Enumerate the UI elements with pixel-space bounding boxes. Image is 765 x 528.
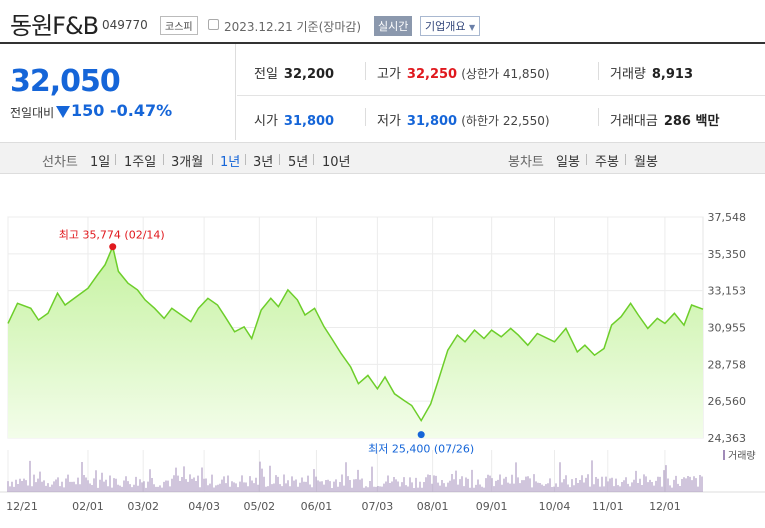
- x-tick-label: 02/01: [72, 500, 104, 513]
- period-bar: 선차트 1일 1주일 3개월 1년 3년 5년 10년 봉차트 일봉 주봉 월봉: [0, 142, 765, 174]
- period-3m[interactable]: 3개월: [171, 155, 204, 170]
- low-annotation: 최저 25,400 (07/26): [368, 443, 474, 456]
- period-separator: [313, 154, 314, 165]
- period-separator: [163, 154, 164, 165]
- stock-code: 049770: [102, 18, 148, 32]
- period-separator: [115, 154, 116, 165]
- period-separator: [586, 154, 587, 165]
- period-1d[interactable]: 1일: [90, 155, 111, 170]
- down-triangle-icon: [56, 106, 70, 118]
- candle-daily[interactable]: 일봉: [556, 155, 580, 170]
- stat-amount-label: 거래대금: [610, 114, 658, 129]
- chart-area: [7, 244, 704, 438]
- market-badge: 코스피: [160, 16, 198, 35]
- period-separator: [625, 154, 626, 165]
- y-tick-label: 35,350: [708, 248, 747, 261]
- price-diff-rate: -0.47%: [110, 101, 173, 120]
- period-1y[interactable]: 1년: [220, 155, 241, 170]
- period-separator: [245, 154, 246, 165]
- candle-monthly[interactable]: 월봉: [634, 155, 658, 170]
- stat-prev-label: 전일: [254, 67, 278, 82]
- y-tick-label: 28,758: [708, 358, 747, 371]
- stats-separator: [598, 62, 599, 80]
- y-tick-label: 30,955: [708, 322, 747, 335]
- line-chart-label: 선차트: [42, 155, 78, 170]
- candle-chart-label: 봉차트: [508, 155, 544, 170]
- price-chart: 37,548 35,350 33,153 30,955 28,758 26,560 24,3…: [0, 211, 765, 513]
- stock-name: 동원F&B: [10, 12, 99, 40]
- stat-low-label: 저가: [377, 114, 401, 129]
- x-tick-label: 12/01: [649, 500, 681, 513]
- stat-high: 고가 32,250 (상한가 41,850): [377, 63, 550, 82]
- lower-limit: (하한가 22,550): [461, 114, 550, 128]
- chart-markers: 최고 35,774 (02/14) 최저 25,400 (07/26): [59, 229, 474, 456]
- stock-header: 동원F&B 049770 코스피 2023.12.21 기준(장마감) 실시간 …: [0, 0, 765, 44]
- stat-prev-value: 32,200: [283, 67, 335, 82]
- stat-low-value: 31,800: [406, 114, 458, 129]
- stat-high-value: 32,250: [406, 67, 458, 82]
- volume-bars: [7, 460, 703, 492]
- stat-open-value: 31,800: [283, 114, 335, 129]
- stat-volume-label: 거래량: [610, 67, 646, 82]
- stat-amount-value: 286 백만: [663, 114, 720, 129]
- x-tick-label: 05/02: [243, 500, 275, 513]
- volume-legend-mark: [723, 450, 725, 460]
- chart-axes: 37,548 35,350 33,153 30,955 28,758 26,560 24,3…: [6, 211, 755, 513]
- stat-open-label: 시가: [254, 114, 278, 129]
- period-separator: [212, 154, 213, 165]
- price-line: [7, 244, 704, 423]
- volume-legend: 거래량: [728, 450, 756, 462]
- stats-separator: [365, 62, 366, 80]
- company-overview-label: 기업개요: [425, 20, 466, 33]
- candle-weekly[interactable]: 주봉: [595, 155, 619, 170]
- period-10y[interactable]: 10년: [322, 155, 351, 170]
- period-3y[interactable]: 3년: [253, 155, 274, 170]
- period-separator: [279, 154, 280, 165]
- x-tick-label: 07/03: [362, 500, 394, 513]
- current-price: 32,050: [10, 64, 121, 99]
- y-tick-label: 24,363: [708, 432, 747, 445]
- stat-volume-value: 8,913: [651, 67, 694, 82]
- stat-amount: 거래대금 286 백만: [610, 110, 719, 129]
- high-marker: [109, 243, 117, 251]
- x-tick-label: 06/01: [301, 500, 333, 513]
- x-tick-label: 08/01: [417, 500, 449, 513]
- stats-separator: [598, 108, 599, 126]
- x-tick-label: 11/01: [592, 500, 624, 513]
- high-annotation: 최고 35,774 (02/14): [59, 229, 165, 242]
- stat-prev: 전일 32,200: [254, 63, 334, 82]
- x-tick-label: 12/21: [6, 500, 38, 513]
- stat-open: 시가 31,800: [254, 110, 334, 129]
- y-tick-label: 37,548: [708, 211, 747, 224]
- company-overview-dropdown[interactable]: 기업개요 ▼: [420, 16, 481, 36]
- x-tick-label: 10/04: [539, 500, 571, 513]
- base-date: 2023.12.21 기준(장마감): [224, 20, 362, 34]
- chevron-down-icon: ▼: [468, 23, 476, 32]
- stats-separator: [365, 108, 366, 126]
- clock-icon: [208, 19, 219, 30]
- stat-high-label: 고가: [377, 67, 401, 82]
- stat-volume: 거래량 8,913: [610, 63, 693, 82]
- y-tick-label: 33,153: [708, 285, 747, 298]
- stats-divider: [237, 95, 765, 96]
- price-box: 32,050 전일대비 150 -0.47%: [0, 44, 236, 140]
- period-5y[interactable]: 5년: [288, 155, 309, 170]
- x-tick-label: 09/01: [476, 500, 508, 513]
- stat-low: 저가 31,800 (하한가 22,550): [377, 110, 550, 129]
- realtime-button[interactable]: 실시간: [374, 16, 413, 36]
- price-diff: 150: [71, 101, 105, 120]
- low-marker: [417, 431, 425, 439]
- y-tick-label: 26,560: [708, 395, 747, 408]
- x-tick-label: 04/03: [188, 500, 220, 513]
- price-area-fill: [8, 246, 703, 438]
- x-tick-label: 03/02: [127, 500, 159, 513]
- upper-limit: (상한가 41,850): [461, 67, 550, 81]
- diff-label: 전일대비: [10, 106, 55, 120]
- period-1w[interactable]: 1주일: [124, 155, 157, 170]
